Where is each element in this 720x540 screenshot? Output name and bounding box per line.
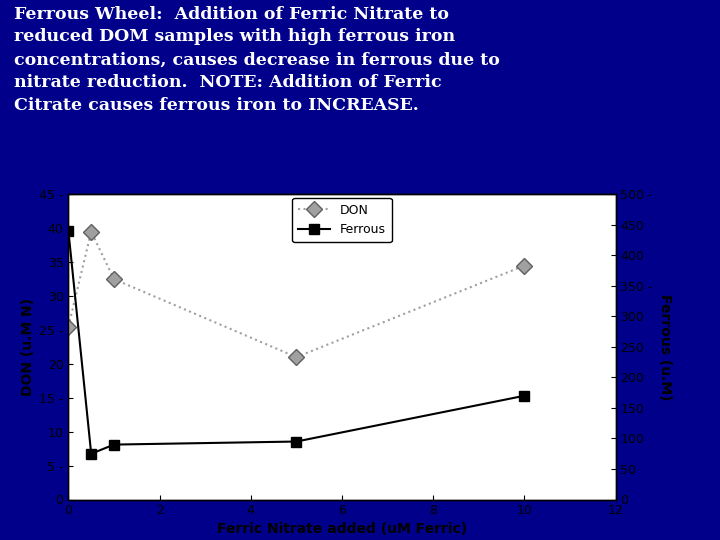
- Y-axis label: DON (u.M N): DON (u.M N): [21, 298, 35, 396]
- Text: Ferrous Wheel:  Addition of Ferric Nitrate to
reduced DOM samples with high ferr: Ferrous Wheel: Addition of Ferric Nitrat…: [14, 5, 500, 114]
- Legend: DON, Ferrous: DON, Ferrous: [292, 198, 392, 242]
- X-axis label: Ferric Nitrate added (uM Ferric): Ferric Nitrate added (uM Ferric): [217, 522, 467, 536]
- Y-axis label: Ferrous (u.M): Ferrous (u.M): [658, 294, 672, 400]
